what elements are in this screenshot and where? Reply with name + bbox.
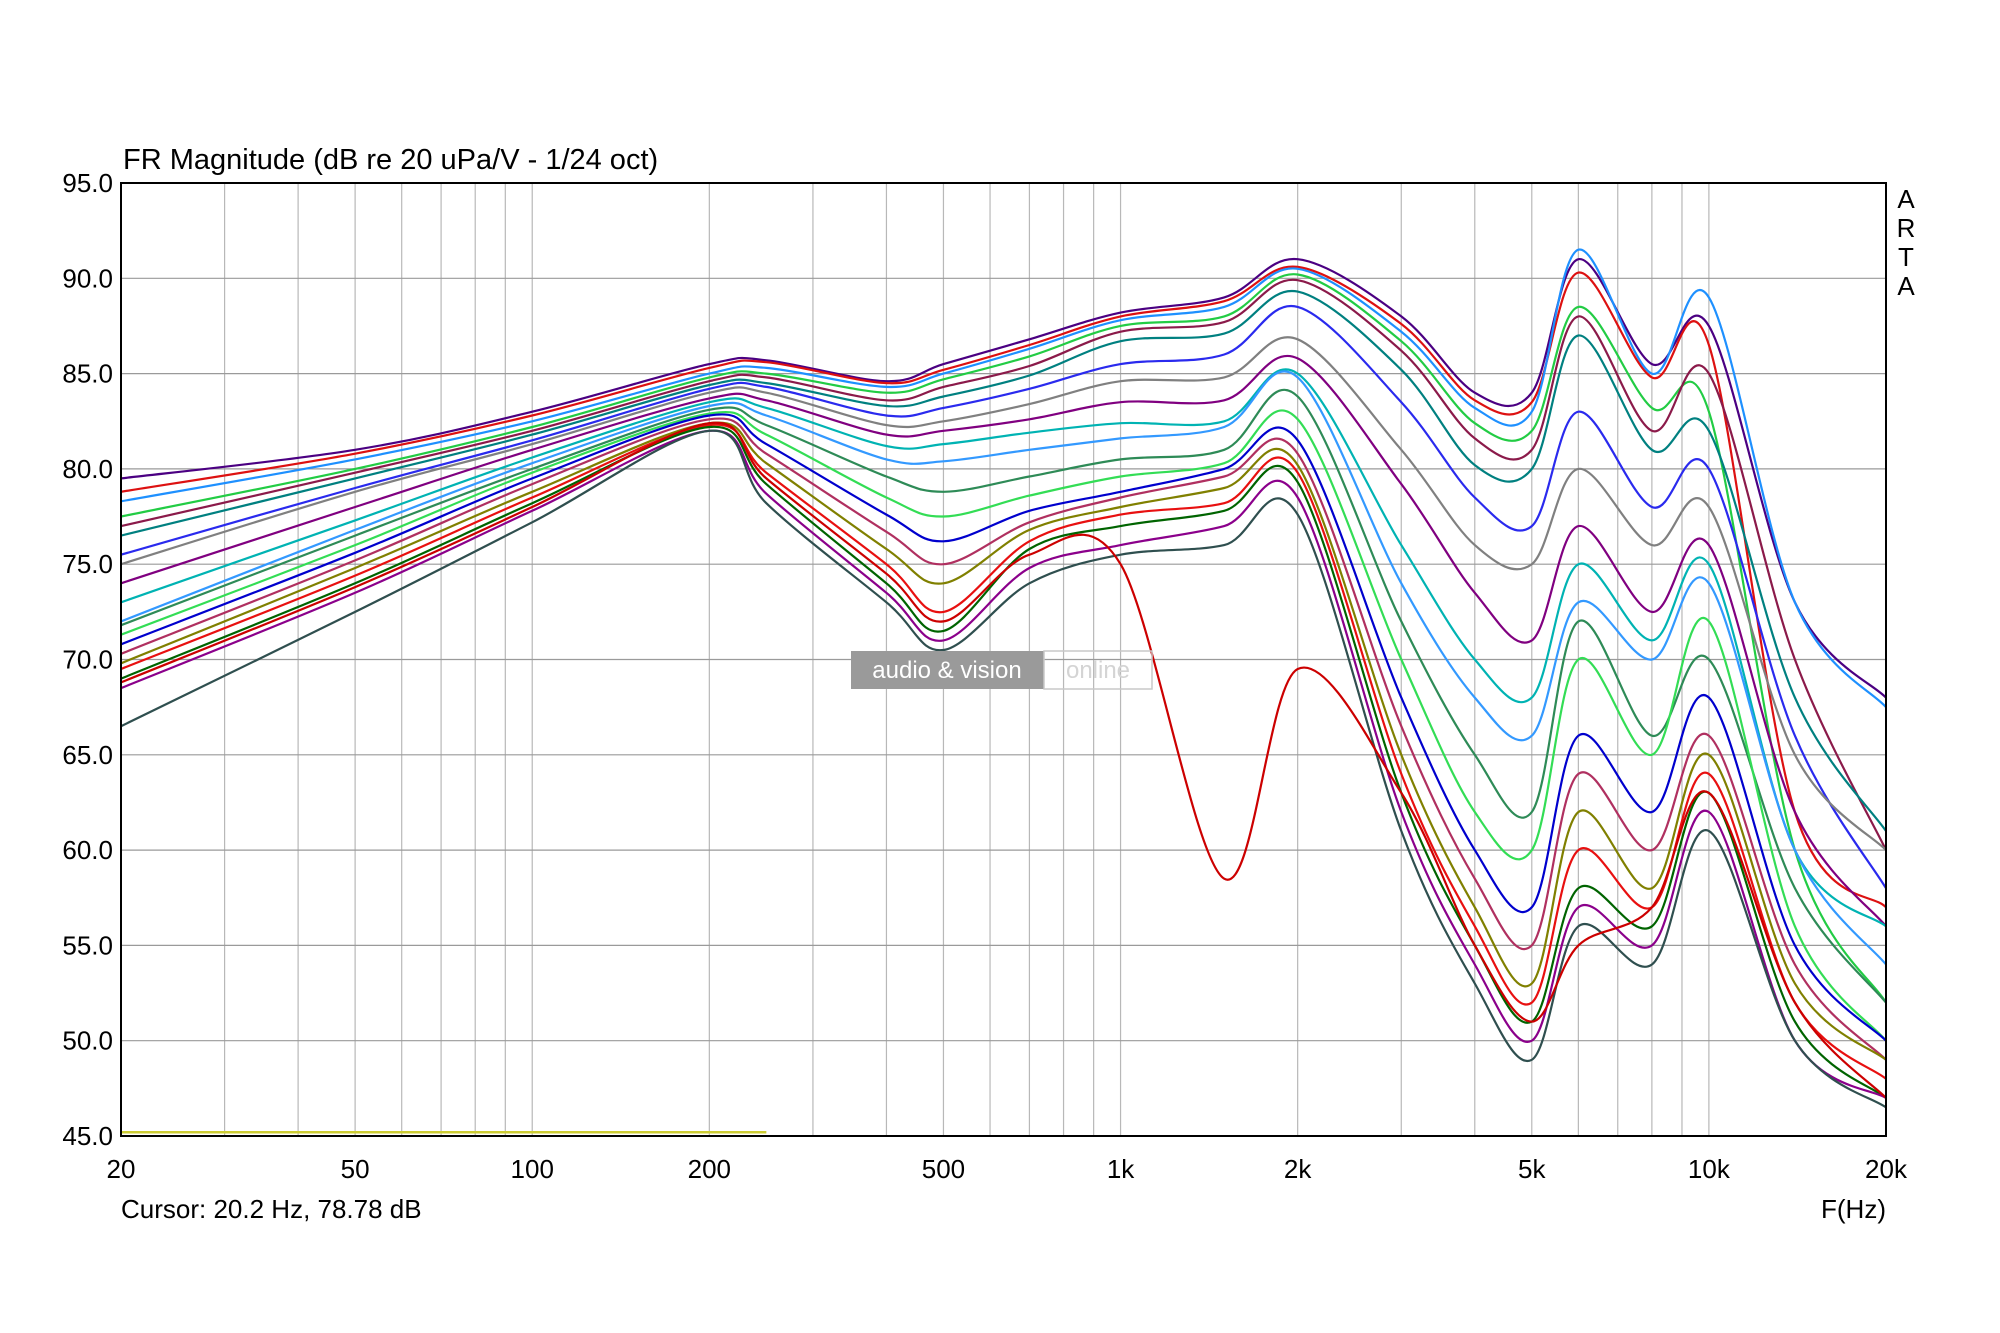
x-tick-label: 100 <box>511 1154 554 1184</box>
series-line-6 <box>121 289 1886 832</box>
series-line-13 <box>121 409 1886 1042</box>
series-line-20 <box>121 429 1886 1109</box>
series-line-14 <box>121 413 1886 1042</box>
x-tick-label: 2k <box>1284 1154 1312 1184</box>
x-axis-label: F(Hz) <box>1821 1194 1886 1224</box>
y-tick-label: 95.0 <box>62 168 113 198</box>
series-line-11 <box>121 370 1886 966</box>
y-tick-label: 80.0 <box>62 454 113 484</box>
series-layer <box>121 248 1886 1134</box>
y-tick-label: 75.0 <box>62 549 113 579</box>
brand-letter: A <box>1897 184 1915 214</box>
x-tick-label: 20 <box>107 1154 136 1184</box>
series-line-9 <box>121 354 1886 927</box>
series-line-8 <box>121 336 1886 851</box>
x-tick-label: 10k <box>1688 1154 1731 1184</box>
y-axis-ticks: 95.0 90.0 85.0 80.0 75.0 70.0 65.0 60.0 55.0 50.0… <box>62 168 113 1151</box>
x-tick-label: 200 <box>688 1154 731 1184</box>
y-tick-label: 45.0 <box>62 1121 113 1151</box>
x-tick-label: 500 <box>922 1154 965 1184</box>
plot-frame <box>120 182 1887 1137</box>
series-line-19 <box>121 429 1886 1099</box>
brand-letter: A <box>1897 271 1915 301</box>
chart-title: FR Magnitude (dB re 20 uPa/V - 1/24 oct) <box>123 144 658 176</box>
y-tick-label: 60.0 <box>62 835 113 865</box>
series-line-21 <box>121 421 1886 1099</box>
series-line-12 <box>121 388 1886 1004</box>
brand-letter: T <box>1898 242 1914 272</box>
x-axis-ticks: 20 50 100 200 500 1k 2k 5k 10k 20k <box>107 1154 1908 1184</box>
series-line-16 <box>121 421 1886 1061</box>
cursor-readout: Cursor: 20.2 Hz, 78.78 dB <box>121 1194 422 1224</box>
watermark-left-bg <box>851 651 1044 689</box>
watermark: audio & vision online <box>851 650 1153 690</box>
series-line-15 <box>121 417 1886 1061</box>
y-tick-label: 50.0 <box>62 1026 113 1056</box>
series-line-7 <box>121 304 1886 889</box>
y-tick-label: 70.0 <box>62 645 113 675</box>
series-line-5 <box>121 278 1886 851</box>
brand-letter: R <box>1897 213 1916 243</box>
x-tick-label: 20k <box>1865 1154 1908 1184</box>
watermark-right-text: online <box>1066 657 1130 684</box>
series-line-18 <box>121 425 1886 1099</box>
x-tick-label: 50 <box>341 1154 370 1184</box>
watermark-left-text: audio & vision <box>872 657 1021 684</box>
series-line-2 <box>121 265 1886 909</box>
y-tick-label: 55.0 <box>62 930 113 960</box>
x-tick-label: 5k <box>1518 1154 1546 1184</box>
series-line-3 <box>121 248 1886 708</box>
y-tick-label: 85.0 <box>62 359 113 389</box>
series-line-1 <box>121 258 1886 699</box>
watermark-right-frame <box>1043 650 1153 690</box>
y-tick-label: 90.0 <box>62 263 113 293</box>
series-line-10 <box>121 368 1886 928</box>
y-tick-label: 65.0 <box>62 740 113 770</box>
x-tick-label: 1k <box>1107 1154 1135 1184</box>
series-line-4 <box>121 273 1886 1004</box>
